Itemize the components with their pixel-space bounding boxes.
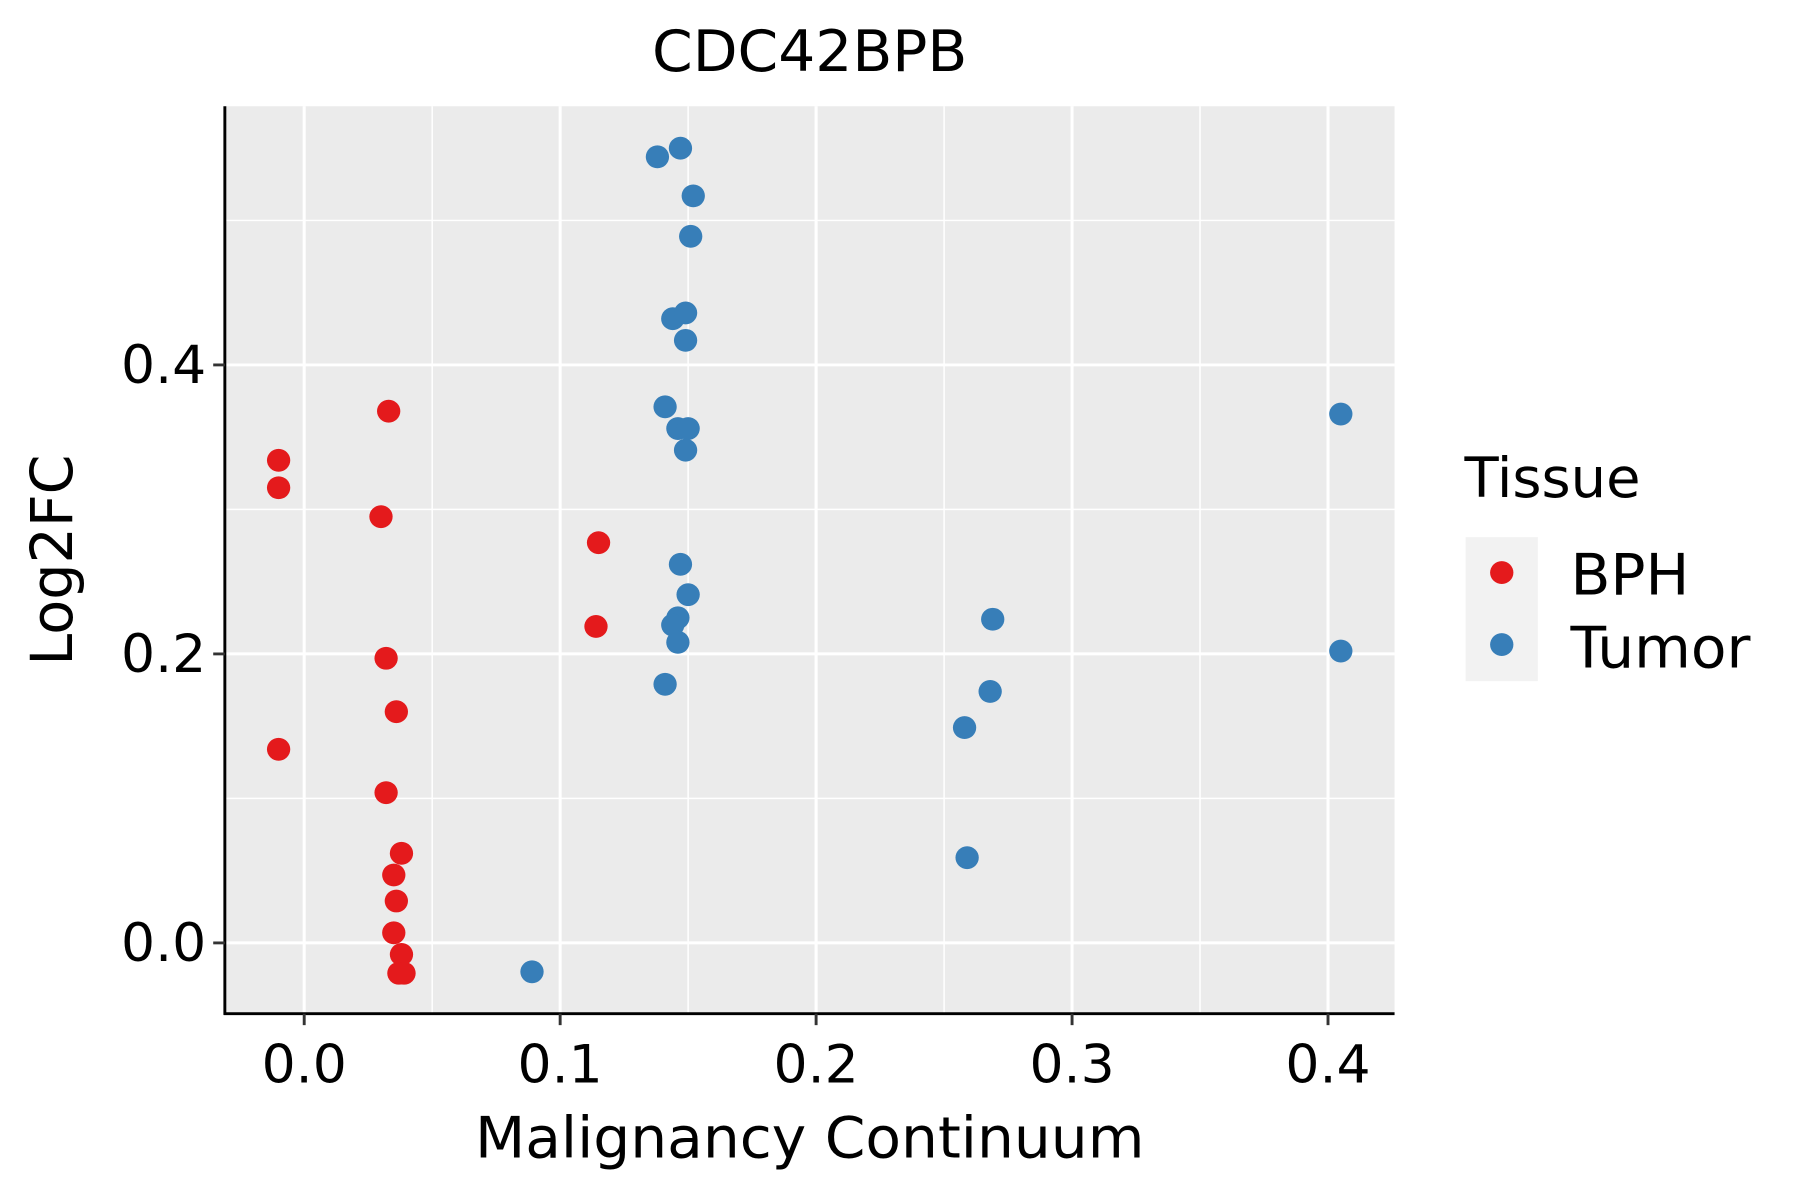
point-bph xyxy=(369,505,393,529)
y-axis-label: Log2FC xyxy=(18,454,87,665)
point-tumor xyxy=(520,960,544,984)
point-tumor xyxy=(676,417,700,440)
point-tumor xyxy=(955,846,979,870)
legend-key-bph xyxy=(1490,561,1514,584)
point-tumor xyxy=(645,145,670,169)
point-tumor xyxy=(981,607,1005,631)
point-bph xyxy=(392,961,416,985)
point-bph xyxy=(584,615,608,638)
point-bph xyxy=(384,889,408,913)
point-tumor xyxy=(668,552,693,576)
legend-title: Tissue xyxy=(1463,448,1640,511)
point-tumor xyxy=(668,136,693,160)
point-bph xyxy=(586,531,611,555)
x-tick-label: 0.1 xyxy=(518,1034,603,1095)
axis-ticks: 0.0 0.1 0.2 0.3 0.4 0.0 0.2 0.4 xyxy=(121,335,1371,1095)
x-axis-label: Malignancy Continuum xyxy=(475,1104,1144,1171)
point-tumor xyxy=(1329,402,1353,426)
point-bph xyxy=(382,863,406,887)
point-tumor xyxy=(1329,639,1353,663)
point-bph xyxy=(389,841,414,865)
legend-key-bg xyxy=(1465,537,1538,682)
point-bph xyxy=(382,921,406,945)
point-tumor xyxy=(666,630,690,654)
point-tumor xyxy=(661,613,685,637)
legend: Tissue BPH Tumor xyxy=(1463,448,1750,682)
point-tumor xyxy=(673,301,698,325)
point-tumor xyxy=(679,224,703,248)
legend-label-tumor: Tumor xyxy=(1569,614,1750,681)
gridlines xyxy=(224,106,1395,1014)
chart-title: CDC42BPB xyxy=(652,17,967,84)
point-tumor xyxy=(653,395,677,419)
point-bph xyxy=(377,399,401,423)
x-tick-label: 0.0 xyxy=(262,1034,347,1095)
point-bph xyxy=(374,646,398,670)
y-tick-label: 0.2 xyxy=(121,624,206,685)
point-bph xyxy=(384,700,408,724)
point-bph xyxy=(266,476,291,500)
legend-label-bph: BPH xyxy=(1570,541,1689,608)
point-tumor xyxy=(978,680,1002,703)
x-tick-label: 0.4 xyxy=(1285,1034,1370,1095)
legend-key-tumor xyxy=(1490,633,1514,656)
data-points xyxy=(266,136,1353,985)
point-bph xyxy=(266,448,291,472)
y-tick-label: 0.0 xyxy=(121,913,206,974)
y-tick-label: 0.4 xyxy=(121,335,206,396)
point-tumor xyxy=(673,438,698,462)
point-tumor xyxy=(673,328,698,352)
x-tick-label: 0.2 xyxy=(773,1034,858,1095)
point-tumor xyxy=(653,672,677,696)
point-tumor xyxy=(681,184,705,208)
point-tumor xyxy=(952,716,977,740)
point-bph xyxy=(389,943,414,966)
point-tumor xyxy=(676,583,700,607)
x-tick-label: 0.3 xyxy=(1029,1034,1114,1095)
point-bph xyxy=(266,737,291,761)
point-bph xyxy=(374,781,398,805)
